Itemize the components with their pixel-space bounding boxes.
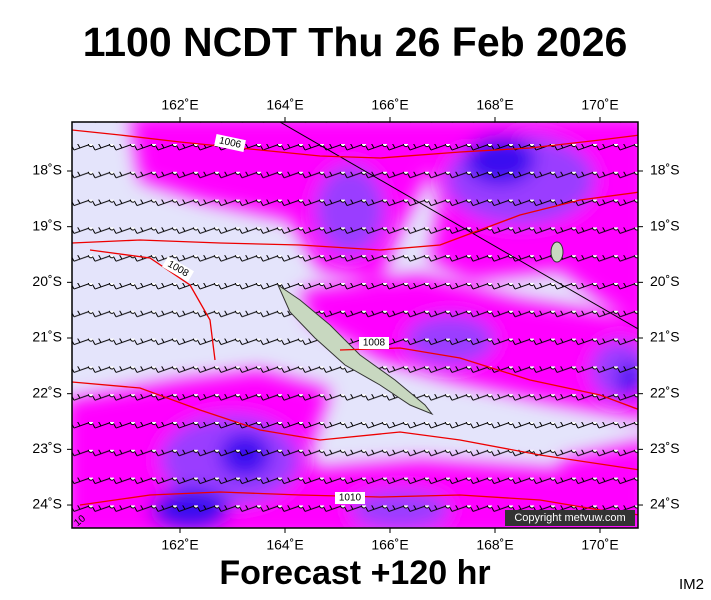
lat-label: 19˚S [32,217,62,233]
lat-label: 21˚S [650,329,680,345]
lon-label: 168˚E [476,97,513,113]
copyright: Copyright metvuw.com [514,512,625,524]
lon-label: 164˚E [266,537,303,553]
map-frame [71,121,639,529]
lat-label: 18˚S [32,162,62,178]
lat-label: 23˚S [650,440,680,456]
lon-label: 164˚E [266,97,303,113]
title: 1100 NCDT Thu 26 Feb 2026 [83,19,628,65]
map-area: 1006 1008 1008 1010 10 Copyright metvuw.… [72,122,638,528]
lat-label: 24˚S [32,496,62,512]
lat-label: 22˚S [650,384,680,400]
isobars [72,129,638,516]
lon-label: 170˚E [581,97,618,113]
isobar-labels: 1006 1008 1008 1010 10 [72,134,389,528]
lon-label: 166˚E [371,537,408,553]
graticule: 162˚E 162˚E 164˚E 164˚E 166˚E 166˚E 168˚E 168˚E… [32,97,679,553]
lat-label: 19˚S [650,217,680,233]
caption: Forecast +120 hr [219,554,490,592]
image-code: IM2 [679,576,704,593]
isobar-label: 1010 [339,493,362,504]
isobar-label: 1008 [363,338,386,349]
lat-label: 22˚S [32,384,62,400]
lon-label: 170˚E [581,537,618,553]
lat-label: 23˚S [32,440,62,456]
lat-label: 20˚S [32,273,62,289]
lat-label: 24˚S [650,496,680,512]
lon-label: 166˚E [371,97,408,113]
new-caledonia [276,283,434,416]
lat-label: 18˚S [650,162,680,178]
lat-label: 21˚S [32,329,62,345]
island [550,241,564,263]
lon-label: 162˚E [161,537,198,553]
copyright-box [505,510,635,526]
isobar-label: 1006 [218,135,242,150]
lon-label: 168˚E [476,537,513,553]
lat-label: 20˚S [650,273,680,289]
lon-label: 162˚E [161,97,198,113]
wind-barbs [72,122,638,528]
